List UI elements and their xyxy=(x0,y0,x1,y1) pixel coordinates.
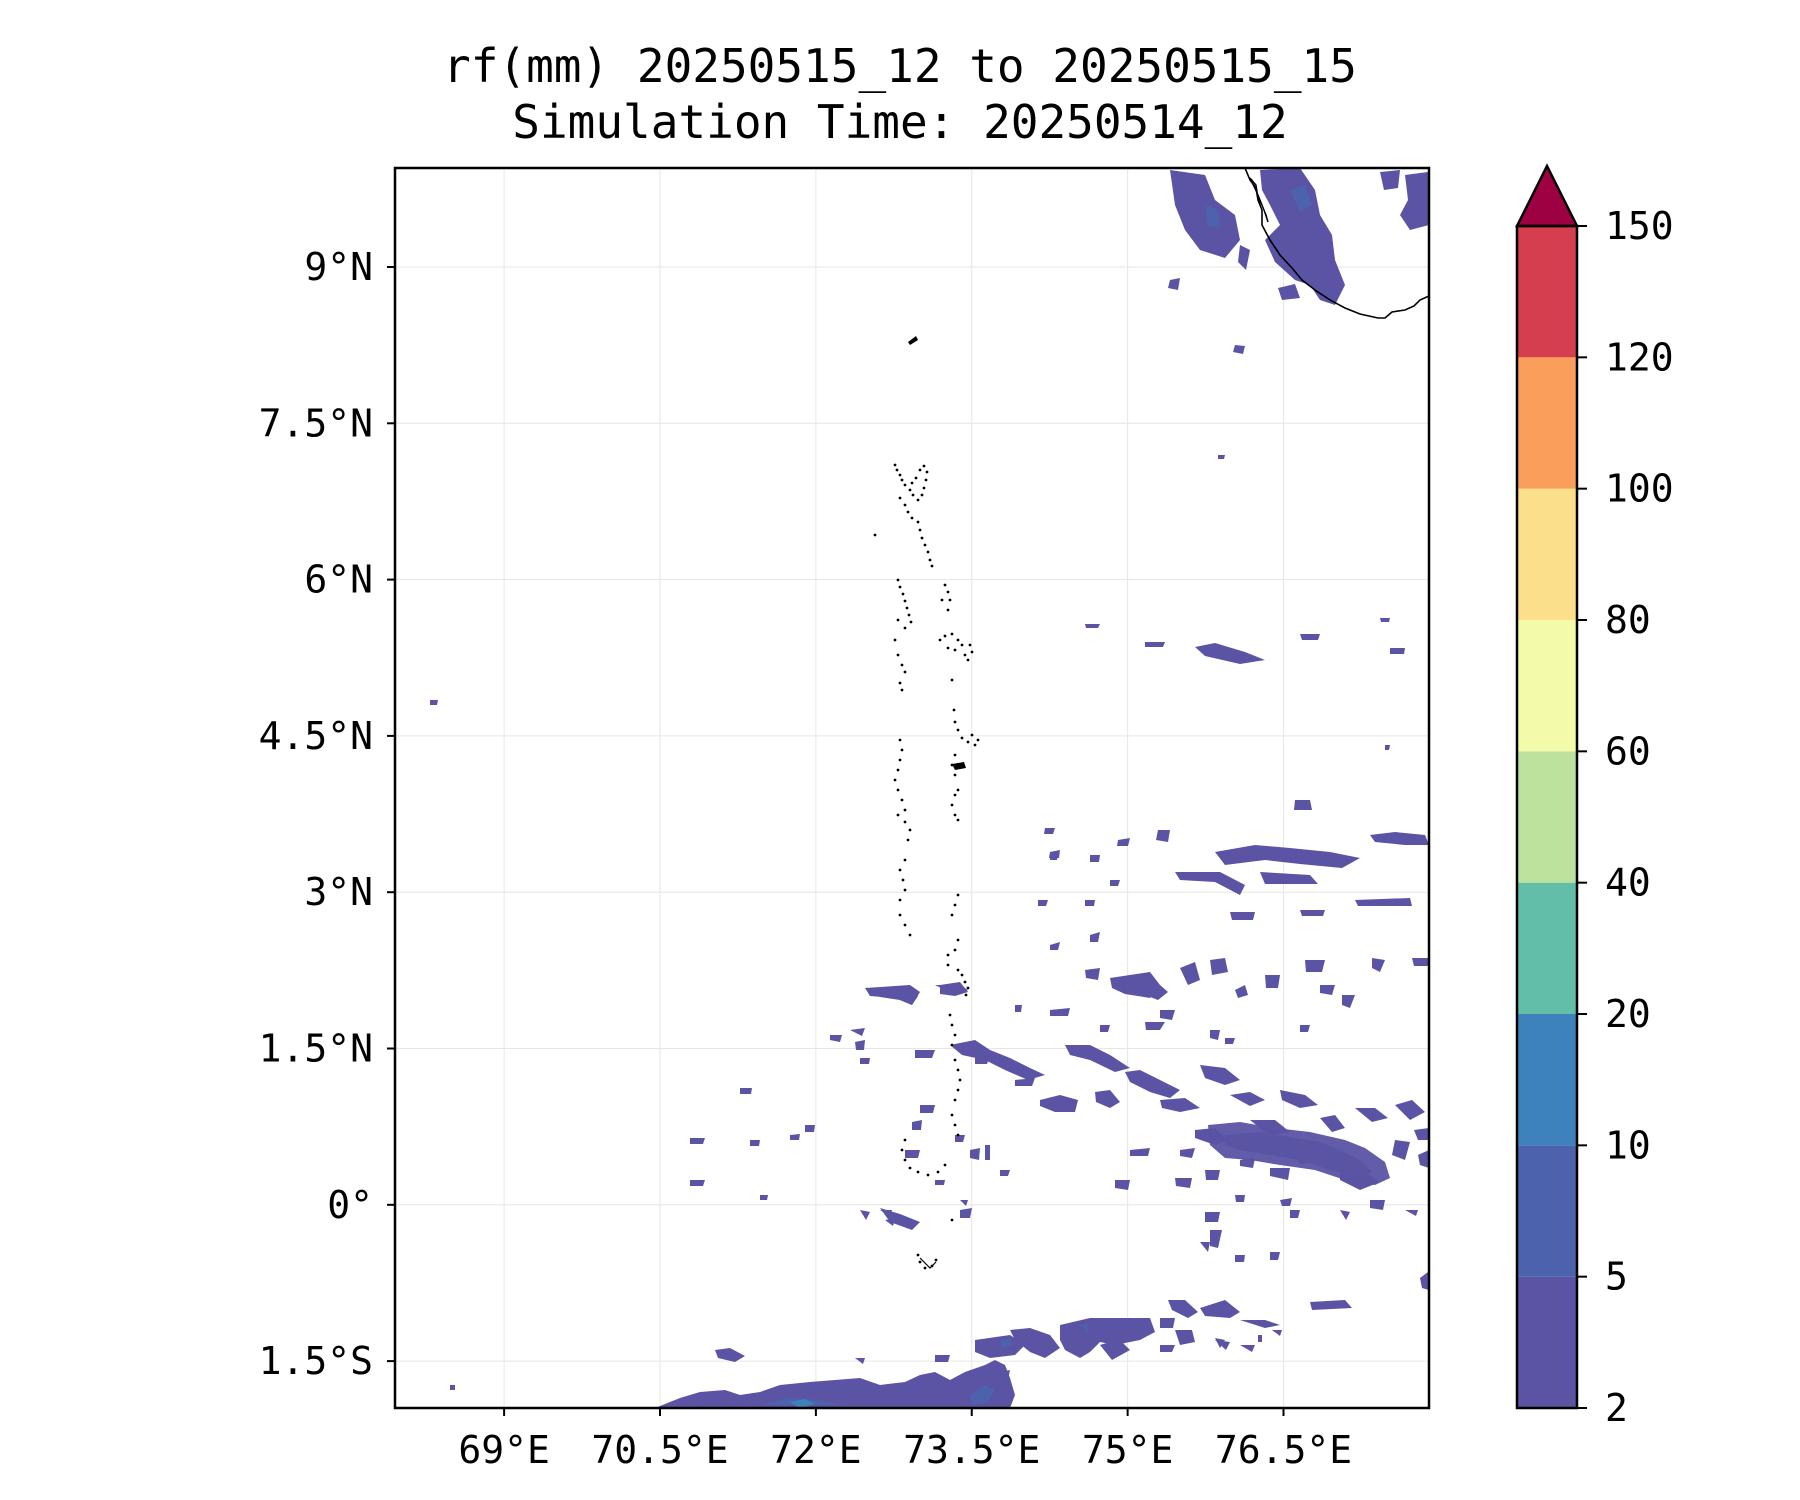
colorbar-bin xyxy=(1517,1014,1577,1146)
rain-band-south-core xyxy=(1000,1324,1088,1348)
rain-band-3n xyxy=(1044,800,1429,920)
colorbar-label: 40 xyxy=(1605,861,1651,905)
colorbar-bin xyxy=(1517,1145,1577,1277)
x-axis: 69°E 70.5°E 72°E 73.5°E 75°E 76.5°E xyxy=(458,1408,1352,1472)
x-tick-label: 75°E xyxy=(1082,1428,1174,1472)
y-tick-label: 1.5°N xyxy=(259,1027,373,1071)
map-subtitle: Simulation Time: 20250514_12 xyxy=(512,95,1288,149)
map-gridlines xyxy=(395,168,1429,1408)
y-tick-label: 6°N xyxy=(304,558,373,602)
island-male xyxy=(952,762,966,770)
colorbar-bin xyxy=(1517,488,1577,620)
x-tick-label: 76.5°E xyxy=(1215,1428,1352,1472)
x-tick-label: 69°E xyxy=(458,1428,550,1472)
title-block: rf(mm) 20250515_12 to 20250515_15 Simula… xyxy=(0,38,1800,150)
rain-band-bottom-peak xyxy=(790,1399,815,1408)
map-background xyxy=(395,168,1429,1408)
rainfall-field xyxy=(430,168,1429,1408)
colorbar-extend-arrow xyxy=(1514,163,1580,228)
rain-scatter-cells xyxy=(430,455,1390,1390)
colorbar-frame xyxy=(1515,224,1579,1410)
rain-region-northeast xyxy=(1168,168,1429,354)
colorbar-bin xyxy=(1517,620,1577,752)
y-tick-label: 0° xyxy=(327,1183,373,1227)
colorbar-label: 5 xyxy=(1605,1255,1628,1299)
y-tick-label: 4.5°N xyxy=(259,714,373,758)
rain-band-5n xyxy=(1085,618,1405,664)
atoll-dots xyxy=(873,463,980,1270)
x-tick-label: 70.5°E xyxy=(591,1428,728,1472)
map-title: rf(mm) 20250515_12 to 20250515_15 xyxy=(443,39,1357,93)
y-axis: 9°N 7.5°N 6°N 4.5°N 3°N 1.5°N 0° 1.5°S xyxy=(259,245,395,1383)
y-tick-label: 9°N xyxy=(304,245,373,289)
colorbar-bin xyxy=(1517,357,1577,489)
rain-band-west-2n xyxy=(830,985,968,1050)
y-tick-label: 7.5°N xyxy=(259,401,373,445)
colorbar: 2 5 10 20 40 60 80 100 120 150 xyxy=(1514,163,1674,1430)
colorbar-label: 60 xyxy=(1605,729,1651,773)
colorbar-bin xyxy=(1517,751,1577,883)
rain-band-bottom xyxy=(655,1348,1015,1408)
rain-band-south xyxy=(880,1208,1429,1352)
india-coastline xyxy=(1244,168,1429,319)
colorbar-bin xyxy=(1517,1276,1577,1408)
x-tick-label: 72°E xyxy=(770,1428,862,1472)
rain-region-northeast-core xyxy=(1205,185,1312,228)
island-addu xyxy=(919,1257,937,1269)
colorbar-label: 2 xyxy=(1605,1386,1628,1430)
colorbar-label: 100 xyxy=(1605,467,1674,511)
india-coastline-lagoon xyxy=(1249,177,1269,223)
colorbar-bin xyxy=(1517,882,1577,1014)
colorbar-label: 80 xyxy=(1605,598,1651,642)
rain-band-1n-outer xyxy=(1208,1122,1390,1185)
y-tick-label: 3°N xyxy=(304,870,373,914)
map-frame xyxy=(393,166,1431,1410)
colorbar-bin xyxy=(1517,226,1577,358)
y-tick-label: 1.5°S xyxy=(259,1339,373,1383)
colorbar-label: 120 xyxy=(1605,335,1674,379)
maldives-atolls xyxy=(873,336,980,1270)
colorbar-label: 10 xyxy=(1605,1123,1651,1167)
colorbar-label: 150 xyxy=(1605,204,1674,248)
colorbar-label: 20 xyxy=(1605,992,1651,1036)
island-minicoy xyxy=(908,336,918,345)
x-tick-label: 73.5°E xyxy=(903,1428,1040,1472)
